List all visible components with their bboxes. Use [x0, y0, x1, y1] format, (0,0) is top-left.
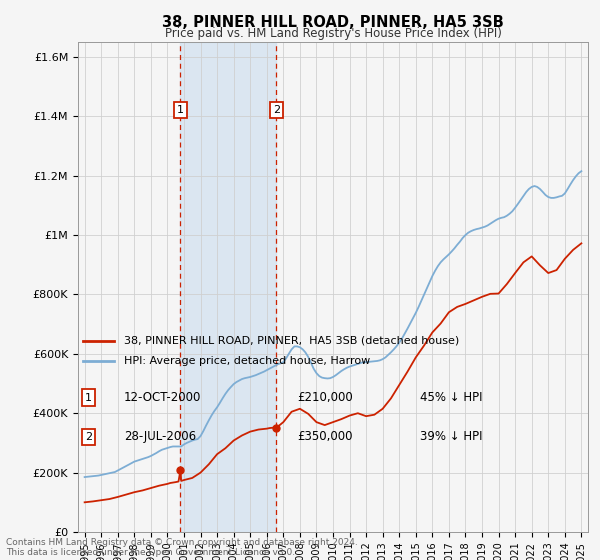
- Text: 2: 2: [273, 105, 280, 115]
- Bar: [181, 42, 277, 532]
- Text: 38, PINNER HILL ROAD, PINNER,  HA5 3SB (detached house): 38, PINNER HILL ROAD, PINNER, HA5 3SB (d…: [124, 336, 459, 346]
- Text: £210,000: £210,000: [297, 391, 353, 404]
- Text: 28-JUL-2006: 28-JUL-2006: [124, 430, 196, 444]
- Text: HPI: Average price, detached house, Harrow: HPI: Average price, detached house, Harr…: [124, 356, 370, 366]
- Text: Contains HM Land Registry data © Crown copyright and database right 2024.
This d: Contains HM Land Registry data © Crown c…: [6, 538, 358, 557]
- Text: 1: 1: [177, 105, 184, 115]
- Text: £350,000: £350,000: [297, 430, 353, 444]
- Text: 45% ↓ HPI: 45% ↓ HPI: [420, 391, 482, 404]
- Text: 12-OCT-2000: 12-OCT-2000: [124, 391, 201, 404]
- Text: Price paid vs. HM Land Registry's House Price Index (HPI): Price paid vs. HM Land Registry's House …: [164, 27, 502, 40]
- Text: 1: 1: [85, 393, 92, 403]
- Text: 2: 2: [85, 432, 92, 442]
- Text: 39% ↓ HPI: 39% ↓ HPI: [420, 430, 482, 444]
- Text: 38, PINNER HILL ROAD, PINNER, HA5 3SB: 38, PINNER HILL ROAD, PINNER, HA5 3SB: [162, 15, 504, 30]
